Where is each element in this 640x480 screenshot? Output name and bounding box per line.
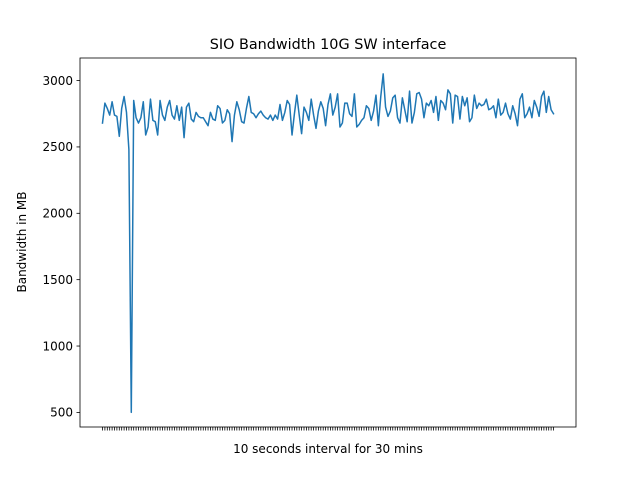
y-axis-label: Bandwidth in MB: [15, 191, 29, 292]
plot-frame: [79, 57, 577, 428]
y-tick-label: 500: [50, 406, 73, 420]
y-tick-label: 1500: [42, 273, 73, 287]
x-axis-label: 10 seconds interval for 30 mins: [233, 442, 423, 456]
chart-title: SIO Bandwidth 10G SW interface: [210, 37, 447, 53]
y-tick-label: 2500: [42, 140, 73, 154]
plot-background: [80, 58, 576, 427]
y-tick-label: 3000: [42, 74, 73, 88]
plot-area: 500 1000 1500 2000 2500 3000: [42, 57, 577, 431]
x-axis-ticks: [102, 427, 554, 431]
y-axis-ticks: 500 1000 1500 2000 2500 3000: [42, 74, 80, 420]
series-line: [101, 73, 555, 414]
y-tick-label: 1000: [42, 339, 73, 353]
y-tick-label: 2000: [42, 207, 73, 221]
